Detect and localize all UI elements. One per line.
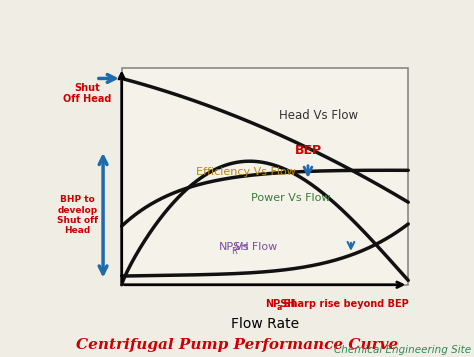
Text: a: a — [277, 302, 282, 312]
Text: R: R — [232, 247, 237, 256]
FancyBboxPatch shape — [122, 67, 408, 285]
Text: Vs Flow: Vs Flow — [235, 242, 277, 252]
Text: BEP: BEP — [294, 144, 321, 157]
Text: Head Vs Flow: Head Vs Flow — [279, 109, 358, 122]
Text: Efficiency Vs Flow: Efficiency Vs Flow — [196, 167, 296, 177]
Text: BHP to
develop
Shut off
Head: BHP to develop Shut off Head — [57, 195, 98, 235]
Text: NPSH: NPSH — [219, 242, 250, 252]
Text: Flow Rate: Flow Rate — [231, 317, 299, 331]
Text: NPSH: NPSH — [265, 299, 295, 309]
Text: Centrifugal Pump Performance Curve: Centrifugal Pump Performance Curve — [76, 337, 398, 352]
Text: Power Vs Flow: Power Vs Flow — [251, 193, 330, 203]
Text: Shut
Off Head: Shut Off Head — [63, 83, 111, 105]
Text: Chemical Engineering Site: Chemical Engineering Site — [334, 345, 472, 355]
Text: Sharp rise beyond BEP: Sharp rise beyond BEP — [280, 299, 409, 309]
